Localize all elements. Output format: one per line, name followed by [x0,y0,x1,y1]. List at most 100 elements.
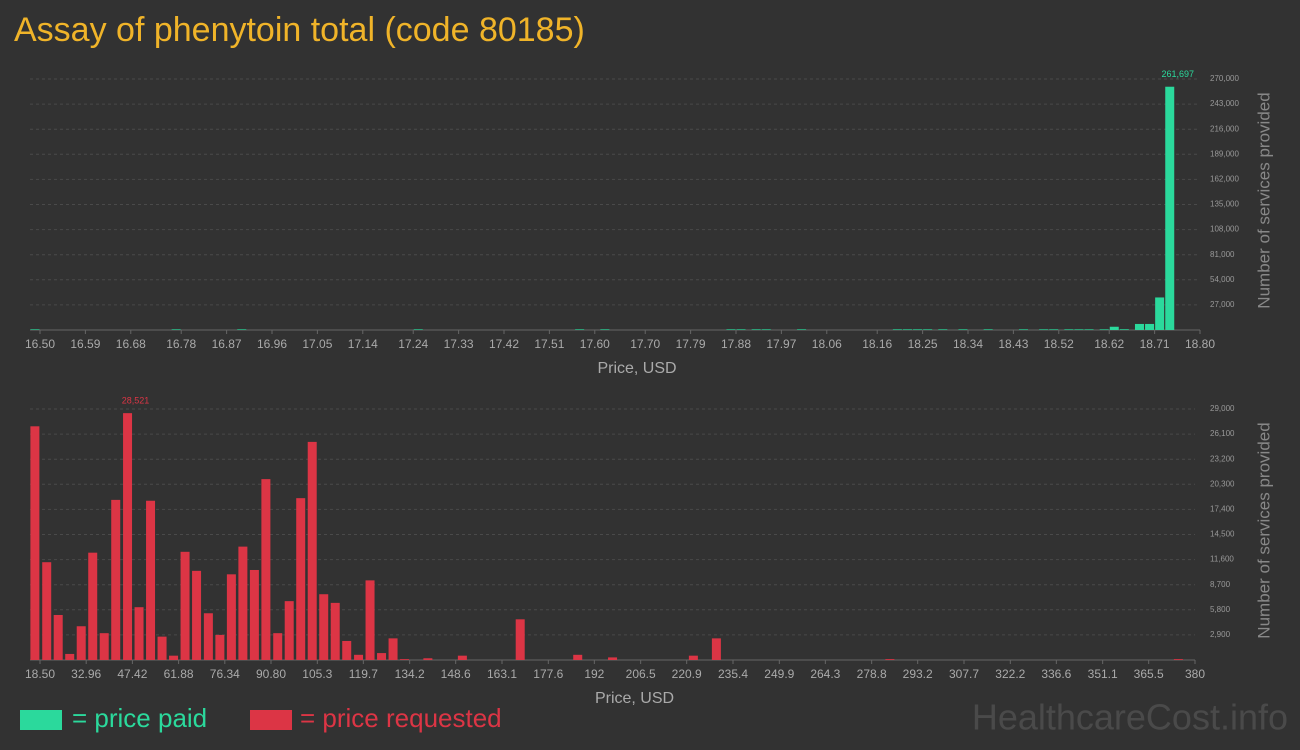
y-tick-label: 81,000 [1210,250,1235,259]
x-tick-label: 18.80 [1185,337,1215,351]
x-tick-label: 220.9 [672,667,702,681]
x-tick-label: 17.88 [721,337,751,351]
y-tick-label: 29,000 [1210,404,1235,413]
y-tick-label: 27,000 [1210,300,1235,309]
x-tick-label: 17.24 [398,337,428,351]
x-tick-label: 17.51 [534,337,564,351]
bar [797,329,807,330]
bar [1119,329,1129,330]
x-tick-label: 336.6 [1041,667,1071,681]
bar [180,551,190,660]
bar [238,546,248,660]
bar [134,607,144,660]
x-tick-label: 18.52 [1044,337,1074,351]
bar [1173,659,1183,660]
bar [237,329,247,330]
bar [575,329,585,330]
bar [958,329,968,330]
x-tick-label: 105.3 [302,667,332,681]
bar [146,500,156,660]
x-tick-label: 16.59 [70,337,100,351]
bar [169,655,179,660]
bar [761,329,771,330]
x-tick-label: 17.42 [489,337,519,351]
x-tick-label: 134.2 [395,667,425,681]
legend-swatch [20,710,62,730]
y-tick-label: 5,800 [1210,605,1231,614]
y-tick-label: 270,000 [1210,74,1239,83]
bar [938,329,948,330]
bar [319,594,329,660]
bar [902,329,912,330]
x-tick-label: 16.50 [25,337,55,351]
x-tick-label: 18.50 [25,667,55,681]
x-tick-label: 18.25 [908,337,938,351]
x-tick-label: 278.8 [857,667,887,681]
x-tick-label: 16.68 [116,337,146,351]
bar [413,329,423,330]
y-tick-label: 54,000 [1210,275,1235,284]
page-title: Assay of phenytoin total (code 80185) [14,11,585,49]
y-tick-label: 135,000 [1210,200,1239,209]
x-tick-label: 16.87 [212,337,242,351]
bar [342,640,352,660]
x-tick-label: 17.79 [676,337,706,351]
bar [88,552,98,660]
bar [388,638,398,660]
x-tick-label: 76.34 [210,667,240,681]
x-tick-label: 322.2 [995,667,1025,681]
bar [1018,329,1028,330]
x-axis-title: Price, USD [595,690,674,707]
bar [736,329,746,330]
bar [1049,329,1059,330]
bar [1165,86,1175,330]
bar [751,329,761,330]
x-tick-label: 351.1 [1088,667,1118,681]
bar [30,329,40,330]
bar [99,633,109,660]
x-tick-label: 17.97 [766,337,796,351]
bar [1099,329,1109,330]
x-tick-label: 18.16 [862,337,892,351]
watermark: HealthcareCost.info [972,697,1288,738]
x-axis-title: Price, USD [597,360,676,377]
legend-label: = price paid [72,703,207,733]
bar [354,654,364,660]
bar [892,329,902,330]
bar [1134,323,1144,330]
bar [377,653,387,660]
bar [226,574,236,660]
bar [1155,297,1165,330]
x-tick-label: 18.62 [1094,337,1124,351]
bar [600,329,610,330]
y-tick-label: 2,900 [1210,630,1231,639]
bar [249,569,259,660]
bar [30,426,40,660]
bar [203,613,213,660]
y-tick-label: 189,000 [1210,149,1239,158]
legend-swatch [250,710,292,730]
x-tick-label: 17.05 [302,337,332,351]
bar [53,614,63,660]
bar [284,601,294,660]
x-tick-label: 264.3 [810,667,840,681]
y-axis-title: Number of services provided [1254,422,1273,638]
y-tick-label: 17,400 [1210,505,1235,514]
x-tick-label: 17.60 [580,337,610,351]
bar [515,619,525,660]
x-tick-label: 17.70 [630,337,660,351]
bar [307,441,317,660]
bar [296,498,306,660]
bar [192,570,202,660]
x-tick-label: 17.14 [348,337,378,351]
bar [400,659,410,660]
x-tick-label: 18.06 [812,337,842,351]
x-tick-label: 307.7 [949,667,979,681]
bar [65,653,75,660]
data-label: 28,521 [122,396,150,406]
bar [123,413,133,660]
y-tick-label: 216,000 [1210,124,1239,133]
y-tick-label: 8,700 [1210,580,1231,589]
